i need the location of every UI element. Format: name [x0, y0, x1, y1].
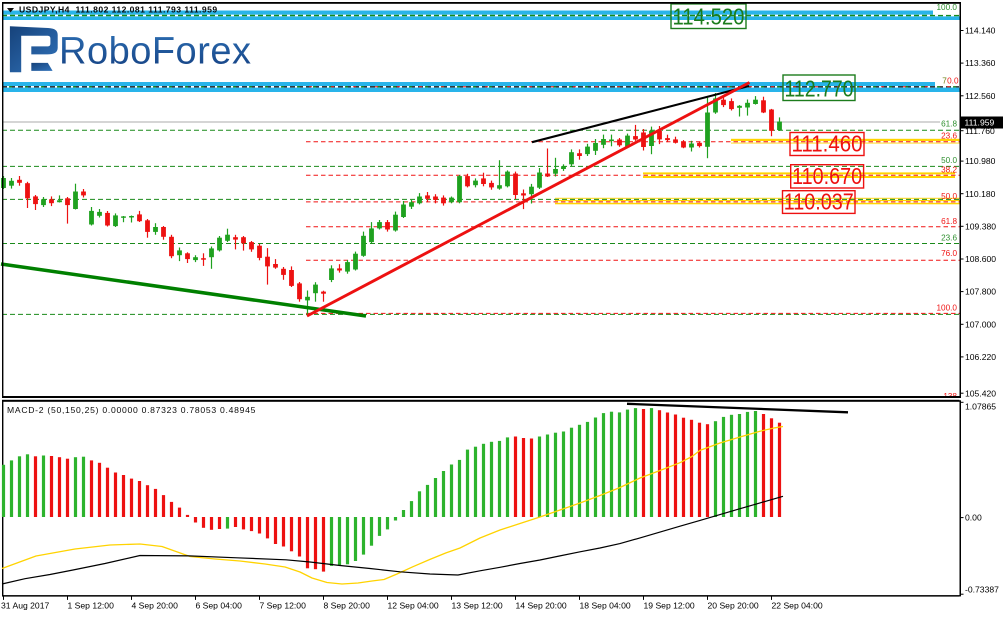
svg-text:111.959: 111.959 [965, 118, 995, 128]
svg-text:110.180: 110.180 [965, 189, 996, 199]
svg-text:107.800: 107.800 [965, 287, 996, 297]
svg-text:0.00: 0.00 [965, 513, 982, 523]
svg-text:1 Sep 12:00: 1 Sep 12:00 [68, 601, 115, 611]
svg-text:14 Sep 20:00: 14 Sep 20:00 [516, 601, 567, 611]
svg-text:38.2: 38.2 [941, 166, 957, 175]
svg-text:20 Sep 20:00: 20 Sep 20:00 [708, 601, 759, 611]
svg-text:31 Aug 2017: 31 Aug 2017 [1, 601, 49, 611]
svg-text:61.8: 61.8 [941, 217, 957, 226]
svg-text:8 Sep 20:00: 8 Sep 20:00 [324, 601, 371, 611]
svg-text:50.0: 50.0 [941, 192, 957, 201]
svg-text:114.520: 114.520 [673, 4, 745, 30]
svg-text:7: 7 [942, 77, 947, 86]
svg-text:114.140: 114.140 [965, 26, 996, 36]
svg-text:100.0: 100.0 [937, 304, 958, 313]
svg-text:138: 138 [943, 392, 957, 401]
svg-text:61.8: 61.8 [941, 120, 957, 129]
svg-text:110.670: 110.670 [792, 163, 862, 189]
svg-text:76.0: 76.0 [941, 249, 957, 258]
svg-text:-0.73387: -0.73387 [965, 584, 999, 594]
svg-text:112.770: 112.770 [785, 76, 854, 102]
svg-text:50.0: 50.0 [941, 156, 957, 165]
svg-text:19 Sep 12:00: 19 Sep 12:00 [644, 601, 695, 611]
svg-text:USDJPY,H4 111.802 112.081 111: USDJPY,H4 111.802 112.081 111.793 111.95… [19, 4, 218, 14]
svg-text:111.760: 111.760 [965, 126, 995, 136]
svg-text:109.380: 109.380 [965, 221, 996, 231]
svg-text:105.420: 105.420 [965, 388, 996, 398]
svg-text:112.560: 112.560 [965, 91, 996, 101]
svg-text:13 Sep 12:00: 13 Sep 12:00 [452, 601, 503, 611]
svg-text:111.460: 111.460 [792, 131, 863, 157]
svg-text:23.6: 23.6 [941, 234, 957, 243]
svg-text:108.600: 108.600 [965, 254, 996, 264]
svg-text:106.220: 106.220 [965, 352, 996, 362]
svg-text:0.0: 0.0 [947, 77, 959, 86]
svg-text:6 Sep 04:00: 6 Sep 04:00 [196, 601, 243, 611]
svg-text:22 Sep 04:00: 22 Sep 04:00 [772, 601, 823, 611]
svg-text:RoboForex: RoboForex [59, 31, 251, 73]
svg-text:23.6: 23.6 [941, 132, 957, 141]
svg-text:12 Sep 04:00: 12 Sep 04:00 [388, 601, 439, 611]
svg-text:MACD-2 (50,150,25) 0.00000 0.8: MACD-2 (50,150,25) 0.00000 0.87323 0.780… [7, 405, 256, 415]
svg-text:1.07865: 1.07865 [965, 402, 996, 412]
svg-text:18 Sep 04:00: 18 Sep 04:00 [580, 601, 631, 611]
svg-text:100.0: 100.0 [937, 3, 958, 12]
svg-text:113.360: 113.360 [965, 58, 996, 68]
svg-text:110.980: 110.980 [965, 156, 996, 166]
svg-text:110.037: 110.037 [784, 189, 854, 215]
svg-text:7 Sep 12:00: 7 Sep 12:00 [260, 601, 307, 611]
svg-text:107.000: 107.000 [965, 319, 996, 329]
svg-text:4 Sep 20:00: 4 Sep 20:00 [132, 601, 179, 611]
